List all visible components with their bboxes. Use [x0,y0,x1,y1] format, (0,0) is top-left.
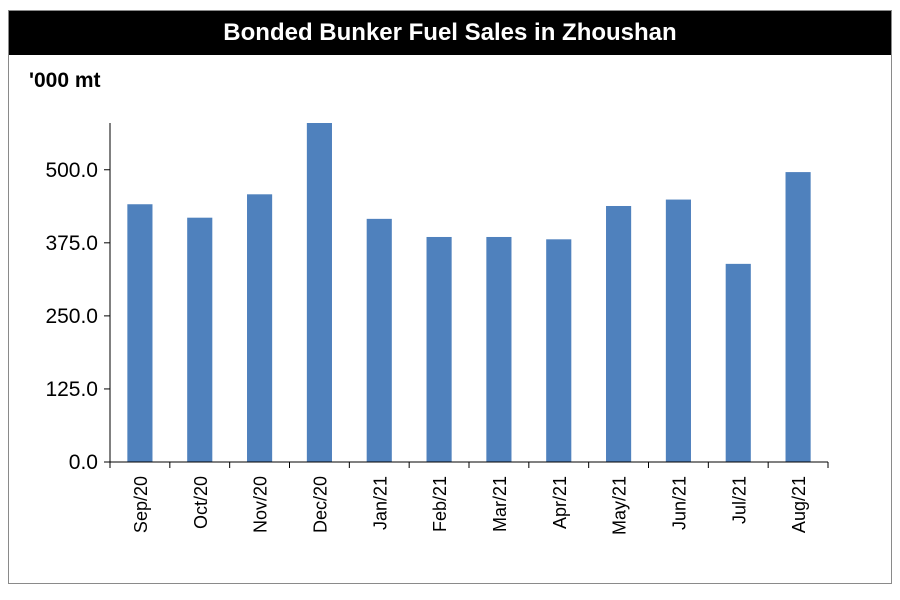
x-tick-label: Feb/21 [430,476,450,532]
bar [725,263,751,462]
x-tick-label: Apr/21 [550,476,570,529]
x-axis-ticks [109,462,829,468]
bar [366,218,392,462]
y-tick-label: 500.0 [45,159,98,182]
bar [665,199,691,462]
chart-title: Bonded Bunker Fuel Sales in Zhoushan [9,11,891,55]
x-tick-label: Mar/21 [490,476,510,532]
x-tick-label: Sep/20 [131,476,151,533]
y-tick-label: 375.0 [45,232,98,255]
y-tick-label: 250.0 [45,305,98,328]
bar [546,239,572,462]
x-tick-label: Jan/21 [370,476,390,530]
bar [785,172,811,462]
x-tick-label: Jun/21 [669,476,689,530]
bar [127,204,153,462]
bar [486,236,512,462]
bar [606,205,632,462]
bar [306,123,332,462]
x-tick-label: Oct/20 [191,476,211,529]
x-tick-label: Aug/21 [789,476,809,533]
x-tick-label: May/21 [610,476,630,535]
x-tick-label: Nov/20 [251,476,271,533]
bar [426,236,452,462]
x-tick-label: Jul/21 [729,476,749,524]
bar [247,194,273,463]
y-tick-label: 125.0 [45,378,98,401]
unit-label: '000 mt [29,69,101,92]
x-axis-labels: Sep/20 Oct/20 Nov/20 Dec/20 Jan/21 Feb/21 Mar/… [131,476,809,535]
bars [127,123,811,463]
y-axis-ticks: 0.0 125.0 250.0 375.0 500.0 [45,159,110,474]
y-tick-label: 0.0 [69,451,98,474]
x-tick-label: Dec/20 [310,476,330,533]
bar [187,217,213,462]
